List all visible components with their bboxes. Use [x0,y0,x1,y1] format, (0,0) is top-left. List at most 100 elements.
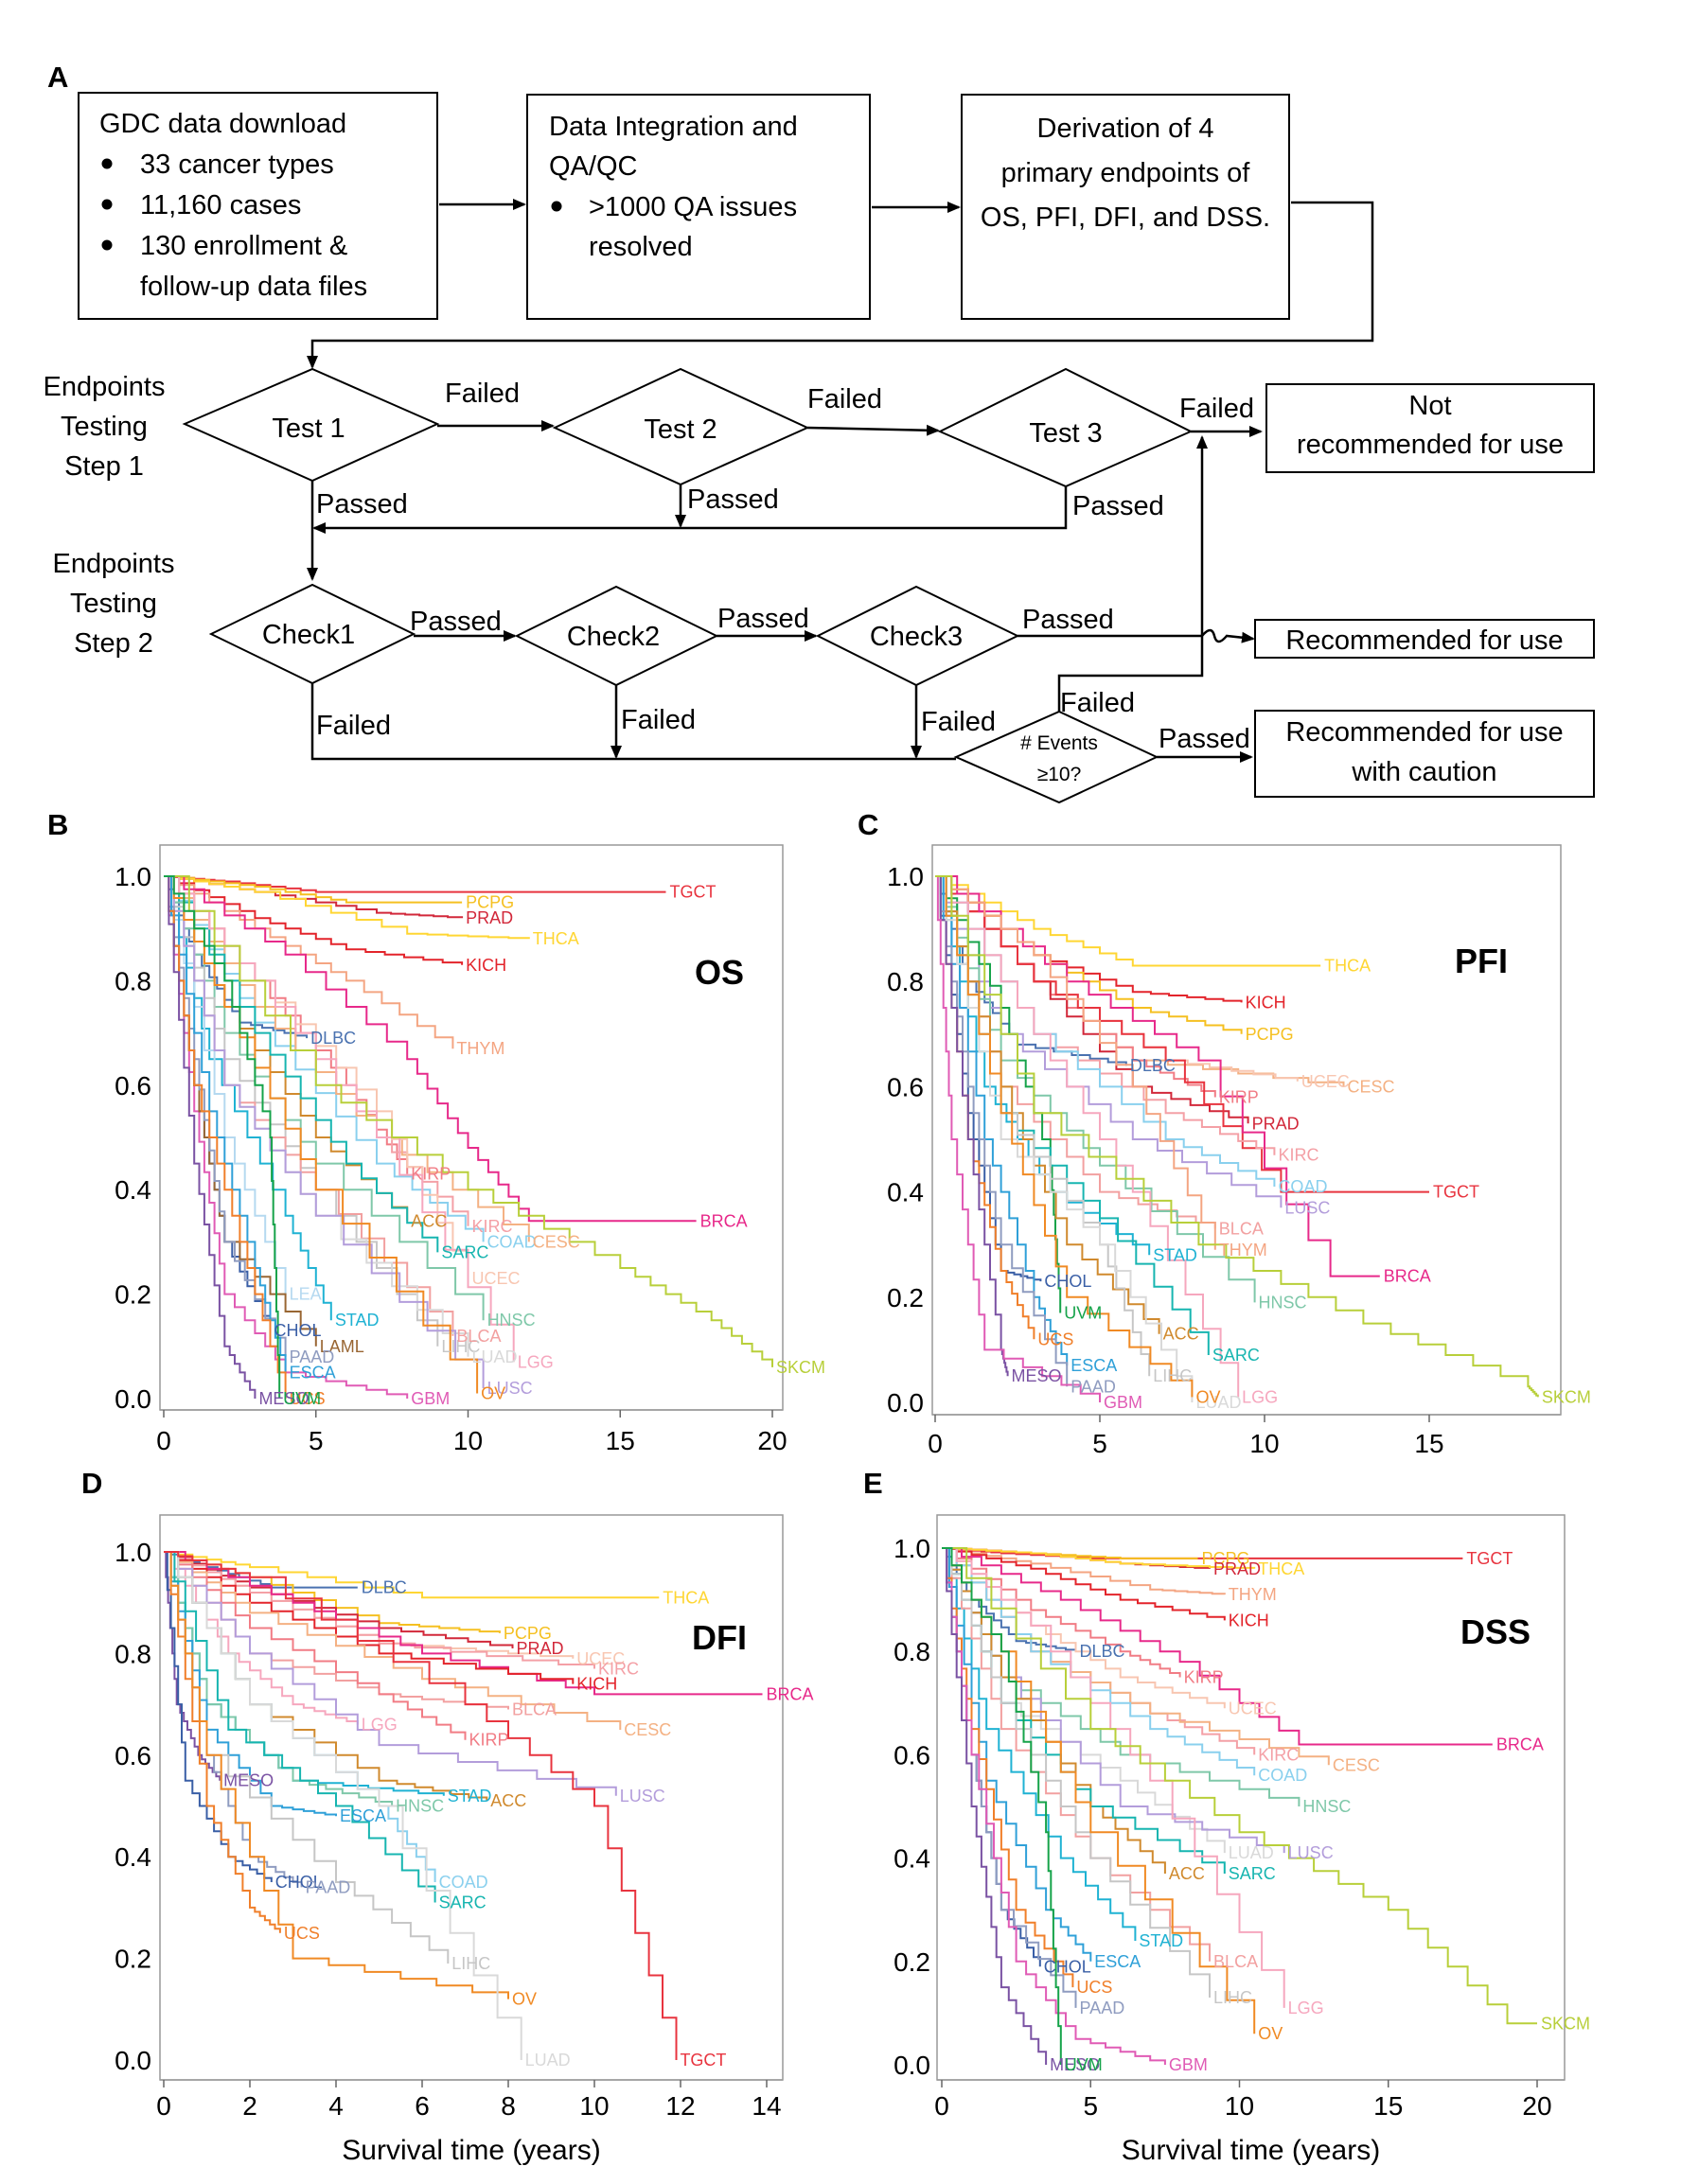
curve-label: PAAD [1080,1999,1125,2017]
curve-label: UCEC [1301,1072,1350,1091]
curves [942,1547,1537,2065]
curve-label: PCPG [504,1624,552,1643]
curve-label: LIHC [441,1337,480,1356]
curve-label: LGG [518,1352,554,1371]
km-curve-sarc [164,1551,436,1903]
curve-label: CHOL [274,1321,322,1340]
not-recommended-box [1265,383,1595,473]
km-curve-meso [164,875,257,1399]
x-tick-label: 14 [752,2091,781,2121]
box1-bullet: 130 enrollment & [140,231,347,261]
curve-label: KICH [466,956,506,975]
curve-label: UVM [1064,1303,1102,1322]
y-tick-label: 0.0 [115,2046,151,2075]
y-tick-label: 1.0 [115,1538,151,1567]
curve-label: DLBC [1080,1642,1125,1661]
km-curve-lusc [164,875,485,1388]
bullet-icon [101,158,113,169]
connector-arrow [307,201,1374,369]
curve-label: KICH [1229,1611,1269,1629]
km-curve-meso [942,1547,1048,2065]
curve-label: UCEC [1229,1699,1277,1717]
y-tick-label: 0.8 [887,967,924,996]
x-tick-label: 0 [156,1426,171,1455]
km-panel-e: E 0 5 10 15 20 0.0 0.2 0.4 0.6 0.8 1.0 DSS Survival t… [863,1467,1590,2166]
data-integration-box [526,94,871,320]
step1-label: Endpoints [44,372,166,402]
km-curve-uvm [164,875,281,1399]
curve-label: PCPG [466,893,514,912]
curves [164,875,773,1399]
passed-label: Passed [717,604,809,634]
curve-label: DLBC [362,1578,407,1597]
plot-frame [931,844,1562,1416]
km-curve-thca [935,875,1321,967]
curve-label: CHOL [1044,1272,1091,1291]
curve-label: LUSC [487,1379,533,1398]
curve-label: THYM [1219,1241,1267,1259]
check1-label: Check1 [262,620,355,650]
curve-label: LAML [320,1337,364,1356]
y-tick-label: 0.2 [887,1283,924,1312]
step2-label: Endpoints [53,549,175,579]
panel-letter-c: C [858,808,878,841]
curve-label: LEA [290,1285,322,1304]
curve-label: SKCM [776,1358,825,1377]
y-tick-label: 0.4 [887,1178,924,1207]
step2-label: Step 2 [74,628,153,659]
curve-label: PAAD [1071,1377,1116,1396]
curve-label: THYM [1229,1585,1277,1604]
failed-label: Failed [445,379,520,409]
y-tick-label: 1.0 [115,862,151,891]
curve-label: HNSC [487,1311,536,1330]
curve-label: ESCA [290,1363,336,1382]
curve-label: UCEC [472,1269,521,1288]
panel-letter-a: A [47,61,68,94]
km-curve-ov [164,875,479,1394]
y-tick-label: 1.0 [894,1534,930,1563]
y-tick-label: 0.8 [115,966,151,995]
curve-label: LUAD [1229,1843,1274,1862]
km-curve-ucs [164,1551,281,1933]
curve-label: LUAD [525,2051,571,2070]
curve-label: BLCA [512,1700,557,1718]
y-tick-label: 0.4 [115,1842,151,1872]
curve-label: TGCT [680,2051,726,2070]
curve-label: ESCA [1094,1952,1141,1971]
curve-label: PAAD [306,1877,351,1896]
passed-label: Passed [1159,724,1250,754]
curve-label: PRAD [1252,1114,1300,1133]
curve-label: PAAD [290,1347,335,1366]
x-tick-label: 5 [1092,1429,1107,1458]
curve-label: TGCT [669,883,716,902]
x-tick-label: 0 [156,2091,171,2121]
curve-label: THCA [533,929,579,948]
y-tick-label: 0.6 [115,1741,151,1770]
failed-label: Failed [316,711,391,741]
curves [935,875,1539,1402]
y-tick-label: 0.0 [894,2051,930,2080]
curve-label: SKCM [1541,2014,1590,2033]
km-panel-c: C 0 5 10 15 0.0 0.2 0.4 0.6 0.8 1.0 PFI THCA KICH PCPG… [858,808,1591,1458]
plot-frame [159,844,784,1411]
x-tick-label: 12 [665,2091,695,2121]
curve-label: GBM [1169,2055,1208,2074]
curve-label: SKCM [1542,1387,1591,1406]
box1-bullet-cont: follow-up data files [140,272,367,302]
bullet-icon [101,199,113,210]
curve-label: ESCA [1071,1356,1117,1375]
flowchart: A GDC data download 33 cancer types 11,1… [44,61,1595,804]
curve-label: MESO [258,1389,309,1408]
curve-label: CHOL [275,1873,323,1892]
curve-label: PRAD [517,1639,564,1658]
curve-label: COAD [439,1873,488,1892]
y-tick-label: 0.2 [115,1280,151,1310]
recommended-text: Recommended for use [1285,625,1563,656]
curve-label: DLBC [1130,1056,1176,1075]
curve-label: LUSC [1288,1843,1334,1862]
panel-letter-d: D [81,1467,102,1500]
endpoint-title: DFI [692,1618,747,1657]
km-curve-ov [935,875,1194,1398]
km-curve-tgct [164,1551,678,2060]
curve-label: LUAD [472,1347,518,1366]
